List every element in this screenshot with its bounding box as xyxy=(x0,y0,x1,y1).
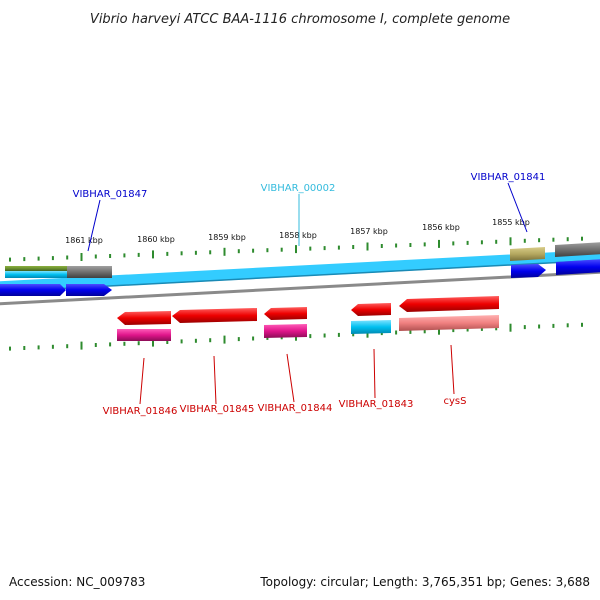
gene-blue-2 xyxy=(66,284,112,296)
ruler-label-1857: 1857 kbp xyxy=(350,227,388,236)
gene-blue-1 xyxy=(0,284,66,296)
leader-vibhar-01841 xyxy=(507,182,528,233)
feature-cyan-1843 xyxy=(351,320,391,334)
leader-vibhar-01845 xyxy=(213,355,217,405)
feature-cyan-strip xyxy=(5,271,67,278)
ruler-label-1860: 1860 kbp xyxy=(137,235,175,244)
gene-red-vibhar-01846 xyxy=(117,311,171,325)
genome-summary-text: Topology: circular; Length: 3,765,351 bp… xyxy=(259,575,590,589)
label-vibhar-01843: VIBHAR_01843 xyxy=(339,399,414,410)
ruler-label-1859: 1859 kbp xyxy=(208,233,246,242)
leader-cyss xyxy=(450,344,455,395)
label-vibhar-01845: VIBHAR_01845 xyxy=(180,404,255,415)
label-vibhar-01841: VIBHAR_01841 xyxy=(471,172,546,183)
feature-pink-1 xyxy=(117,329,171,341)
page-title: Vibrio harveyi ATCC BAA-1116 chromosome … xyxy=(90,12,510,27)
feature-green-strip xyxy=(5,266,67,271)
ruler: 1861 kbp 1860 kbp 1859 kbp 1858 kbp 1857… xyxy=(65,218,530,245)
leader-vibhar-01843 xyxy=(373,348,376,399)
gene-blue-right xyxy=(556,259,600,275)
gene-red-vibhar-01843 xyxy=(351,303,391,316)
label-vibhar-01847: VIBHAR_01847 xyxy=(73,189,148,200)
label-vibhar-01846: VIBHAR_01846 xyxy=(103,406,178,417)
ruler-label-1858: 1858 kbp xyxy=(279,231,317,240)
ruler-label-1861: 1861 kbp xyxy=(65,236,103,245)
gene-red-vibhar-01845 xyxy=(172,308,257,323)
upper-tick-row xyxy=(9,236,583,262)
gene-blue-vibhar-01841 xyxy=(511,264,546,278)
ruler-label-1856: 1856 kbp xyxy=(422,223,460,232)
label-vibhar-01844: VIBHAR_01844 xyxy=(258,403,333,414)
feature-gray-left xyxy=(67,266,112,278)
gene-red-vibhar-01844 xyxy=(264,307,307,320)
accession-text: Accession: NC_009783 xyxy=(9,575,145,589)
feature-pink-2 xyxy=(264,324,307,338)
gene-red-cyss xyxy=(399,296,499,312)
feature-olive xyxy=(510,247,545,261)
leader-vibhar-01847 xyxy=(87,199,101,252)
label-cyss: cysS xyxy=(444,396,467,407)
ruler-label-1855: 1855 kbp xyxy=(492,218,530,227)
feature-gray-right xyxy=(555,242,600,257)
leader-vibhar-01844 xyxy=(286,353,295,403)
label-vibhar-00002: VIBHAR_00002 xyxy=(261,183,336,194)
feature-salmon-cyss xyxy=(399,315,499,331)
leader-vibhar-01846 xyxy=(139,357,145,405)
